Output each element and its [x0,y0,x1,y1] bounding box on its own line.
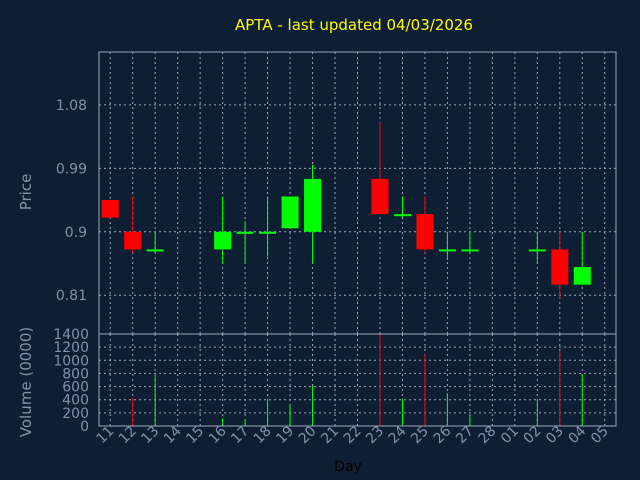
chart-title: APTA - last updated 04/03/2026 [235,16,473,34]
candle-body [101,200,119,218]
day-tick-label: 18 [251,423,275,447]
candle-body [438,249,456,252]
candle-body [551,249,569,285]
candle-body [304,178,322,232]
price-tick-label: 0.99 [56,161,87,177]
day-tick-label: 17 [228,423,252,447]
price-y-ticks: 1.08 0.99 0.9 0.81 [56,98,87,304]
day-tick-label: 28 [476,423,500,447]
day-tick-label: 02 [521,423,545,447]
volume-tick-label: 800 [62,366,89,382]
day-tick-label: 19 [273,423,297,447]
day-tick-label: 04 [565,423,589,447]
price-grid [99,52,616,334]
candle-body [573,267,591,285]
volume-plot-frame [98,333,617,427]
day-tick-label: 24 [386,423,410,447]
day-tick-label: 23 [363,423,387,447]
day-tick-label: 20 [296,423,320,447]
volume-tick-label: 1000 [53,353,89,369]
day-tick-label: 25 [408,423,432,447]
candlesticks [101,122,591,299]
day-tick-label: 05 [588,423,612,447]
day-tick-label: 26 [431,423,455,447]
candle-body [371,178,389,215]
volume-grid [99,333,616,427]
price-tick-label: 0.9 [65,225,87,241]
day-tick-label: 14 [161,423,185,447]
candle-body [528,249,546,252]
day-tick-label: 22 [341,423,365,447]
day-tick-label: 13 [138,423,162,447]
price-axis-label: Price [17,174,35,211]
volume-bars [132,334,583,426]
volume-tick-label: 600 [62,380,89,396]
x-axis-ticks: 1112131415161718192021222324252627280102… [93,423,611,447]
day-tick-label: 15 [183,423,207,447]
volume-tick-label: 400 [62,393,89,409]
candle-body [461,249,479,252]
day-axis-label: Day [334,459,362,475]
price-tick-label: 1.08 [56,98,87,114]
candle-body [416,214,434,250]
day-tick-label: 12 [116,423,140,447]
candle-body [124,231,142,250]
volume-tick-label: 200 [62,406,89,422]
candle-body [214,231,232,250]
day-tick-label: 16 [206,423,230,447]
candle-body [281,196,299,229]
day-tick-label: 03 [543,423,567,447]
volume-axis-label: Volume (0000) [17,327,35,437]
day-tick-label: 11 [93,423,117,447]
day-tick-label: 27 [453,423,477,447]
price-tick-label: 0.81 [56,288,87,304]
volume-tick-label: 1200 [53,340,89,356]
candle-body [236,231,254,234]
candle-body [393,214,411,217]
day-tick-label: 01 [498,423,522,447]
candle-body [146,249,164,252]
volume-tick-label: 1400 [53,327,89,343]
day-tick-label: 21 [318,423,342,447]
volume-tick-label: 0 [80,419,89,435]
candle-body [259,231,277,234]
